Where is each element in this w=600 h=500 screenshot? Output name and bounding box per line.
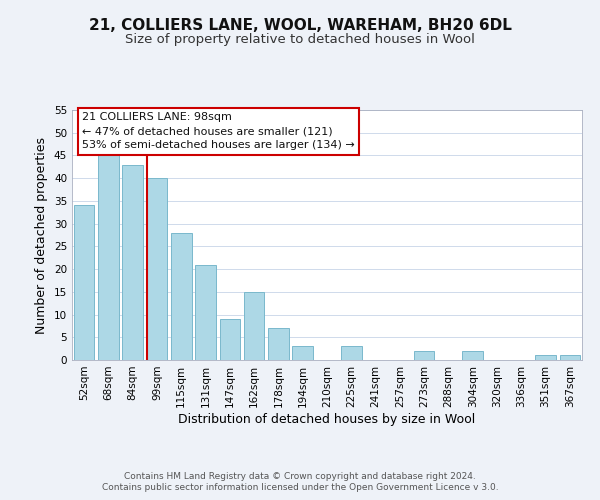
X-axis label: Distribution of detached houses by size in Wool: Distribution of detached houses by size …	[178, 412, 476, 426]
Bar	[341, 346, 362, 360]
Bar	[98, 151, 119, 360]
Bar	[268, 328, 289, 360]
Bar	[195, 264, 216, 360]
Bar	[74, 206, 94, 360]
Bar	[122, 164, 143, 360]
Text: 21, COLLIERS LANE, WOOL, WAREHAM, BH20 6DL: 21, COLLIERS LANE, WOOL, WAREHAM, BH20 6…	[89, 18, 511, 32]
Bar	[244, 292, 265, 360]
Text: Contains public sector information licensed under the Open Government Licence v : Contains public sector information licen…	[101, 484, 499, 492]
Bar	[171, 232, 191, 360]
Bar	[414, 351, 434, 360]
Bar	[292, 346, 313, 360]
Bar	[463, 351, 483, 360]
Bar	[220, 319, 240, 360]
Y-axis label: Number of detached properties: Number of detached properties	[35, 136, 49, 334]
Bar	[560, 356, 580, 360]
Bar	[146, 178, 167, 360]
Bar	[535, 356, 556, 360]
Text: Contains HM Land Registry data © Crown copyright and database right 2024.: Contains HM Land Registry data © Crown c…	[124, 472, 476, 481]
Text: 21 COLLIERS LANE: 98sqm
← 47% of detached houses are smaller (121)
53% of semi-d: 21 COLLIERS LANE: 98sqm ← 47% of detache…	[82, 112, 355, 150]
Text: Size of property relative to detached houses in Wool: Size of property relative to detached ho…	[125, 32, 475, 46]
